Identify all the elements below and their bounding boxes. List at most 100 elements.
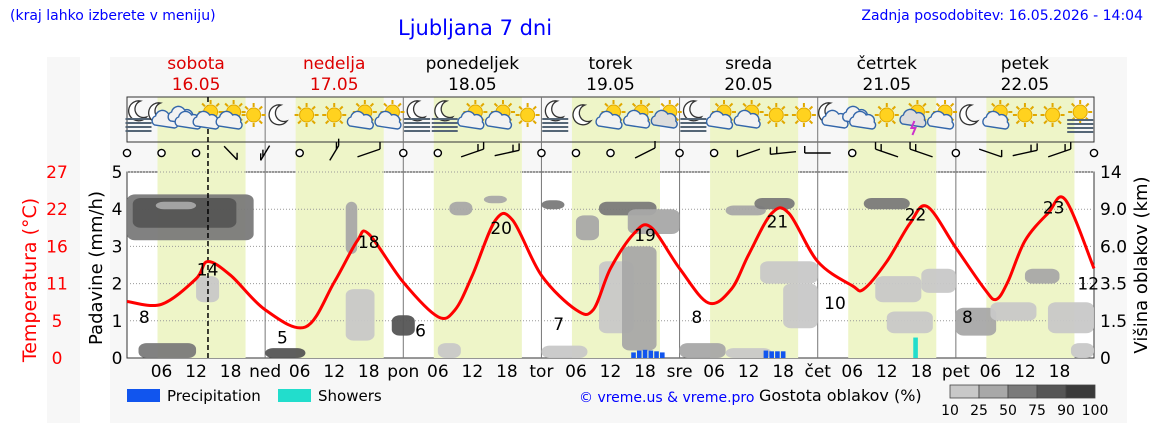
precip-axis-label: Padavine (mm/h) <box>86 191 107 345</box>
sun-icon <box>1040 103 1065 127</box>
cloud-patch <box>345 201 358 254</box>
wind-barb-icon <box>260 145 271 161</box>
region-hint[interactable]: (kraj lahko izberete v meniju) <box>10 8 216 24</box>
temp-tick: 11 <box>46 275 68 295</box>
day-date: 20.05 <box>724 75 773 95</box>
temp-label: 12 <box>1077 274 1099 294</box>
moon-fog-icon <box>542 100 569 132</box>
day-date: 16.05 <box>172 75 221 95</box>
sun-ray <box>466 102 471 108</box>
sun-ray <box>991 102 996 108</box>
precip-tick: 4 <box>112 200 123 220</box>
moon-fog-icon <box>680 100 707 132</box>
cloud-patch <box>921 268 956 293</box>
hour-tick: 06 <box>427 362 449 382</box>
sun-ray <box>877 105 882 111</box>
day-date: 21.05 <box>862 75 911 95</box>
cloud-patch <box>541 345 588 358</box>
temp-label: 22 <box>905 205 927 225</box>
cloud-height-tick: 9.0 <box>1100 200 1127 220</box>
sun-ray <box>908 102 913 108</box>
hour-tick: 06 <box>565 362 587 382</box>
wind-barb-icon <box>634 147 656 159</box>
sun-ray <box>877 119 882 125</box>
moon-icon <box>959 104 980 126</box>
temp-tick: 27 <box>46 163 68 183</box>
sun-disc <box>768 107 784 123</box>
wind-barb-icon <box>329 145 340 161</box>
cloud-patch <box>155 201 197 210</box>
sun-ray <box>480 102 485 108</box>
precip-bar <box>636 350 642 358</box>
density-swatch <box>1036 384 1067 399</box>
sun-ray <box>1029 105 1035 111</box>
calm-wind-icon <box>847 148 857 158</box>
sun-ray <box>258 105 263 111</box>
sun-icon <box>322 103 347 127</box>
cloud-height-tick: 6.0 <box>1100 237 1127 257</box>
sun-disc <box>1045 107 1061 123</box>
sun-ray <box>355 102 360 108</box>
sun-ray <box>1043 105 1048 111</box>
temp-label: 5 <box>277 329 288 349</box>
hour-tick: 18 <box>358 362 380 382</box>
sun-ray <box>767 119 772 125</box>
sun-ray <box>728 102 734 108</box>
cloud-shape <box>215 110 243 130</box>
day-date: 19.05 <box>586 75 635 95</box>
hour-tick: 06 <box>703 362 725 382</box>
day-name: torek <box>589 54 633 74</box>
sun-ray <box>674 102 679 108</box>
sun-ray <box>532 119 537 125</box>
cloud-shape <box>374 110 402 130</box>
cloud-patch <box>483 195 507 204</box>
sun-ray <box>1015 119 1020 125</box>
sun-ray <box>244 119 249 125</box>
day-date: 22.05 <box>1001 75 1050 95</box>
temp-tick: 5 <box>52 312 63 332</box>
partly-cloudy-icon <box>374 100 405 130</box>
wind-barb-icon <box>357 148 381 158</box>
moon-icon <box>572 104 593 126</box>
wind-barb-icon <box>1012 149 1038 157</box>
sun-ray <box>756 102 761 108</box>
hour-tick: 18 <box>634 362 656 382</box>
temp-axis-label: Temperatura (°C) <box>19 198 41 363</box>
temp-label: 7 <box>553 315 564 335</box>
density-tick: 10 <box>941 403 959 419</box>
cloud-shape <box>650 109 678 129</box>
fog-icon <box>1067 100 1094 133</box>
cloud-patch <box>1070 343 1094 358</box>
cloud-shape <box>484 110 513 130</box>
sun-ray <box>1015 105 1020 111</box>
precip-legend-swatch <box>127 389 160 402</box>
partly-cloudy-icon <box>215 100 246 130</box>
partly-cloudy-icon <box>457 100 488 130</box>
precip-tick: 0 <box>112 349 123 369</box>
precip-bar <box>769 351 774 358</box>
sun-ray <box>297 119 302 125</box>
sun-ray <box>369 102 375 108</box>
temp-label: 21 <box>767 212 789 232</box>
calm-wind-icon <box>606 148 615 158</box>
sun-ray <box>224 102 229 108</box>
sun-ray <box>949 102 955 108</box>
sun-rain-icon <box>623 100 654 129</box>
hour-tick: 12 <box>462 362 484 382</box>
temp-label: 20 <box>490 219 512 239</box>
sun-ray <box>808 119 814 125</box>
wind-barb-icon <box>223 145 238 161</box>
calm-wind-icon <box>191 148 201 158</box>
calm-wind-icon <box>571 148 581 158</box>
day-name: ponedeljek <box>426 54 520 74</box>
hour-tick: 12 <box>738 362 760 382</box>
sun-ray <box>714 102 720 108</box>
sun-icon <box>791 103 816 127</box>
cloud-patch <box>575 215 599 241</box>
hour-tick: 12 <box>185 362 207 382</box>
temp-tick: 0 <box>52 349 63 369</box>
moon-fog-icon <box>431 100 458 132</box>
temperature-line <box>126 195 1096 330</box>
